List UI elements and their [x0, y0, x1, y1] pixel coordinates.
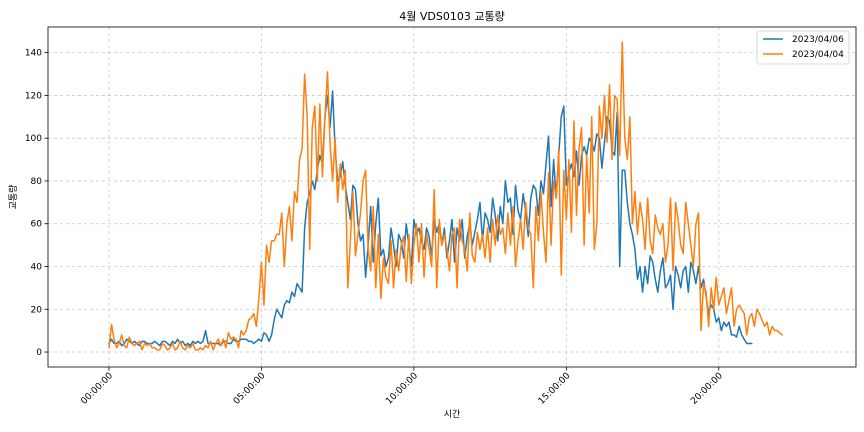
- y-axis-label: 교통량: [7, 185, 19, 210]
- series-lines: [108, 41, 784, 351]
- legend: 2023/04/06 2023/04/04: [756, 30, 850, 65]
- legend-label-2023-04-04: 2023/04/04: [792, 50, 844, 60]
- y-tick-label: 100: [25, 134, 42, 144]
- y-tick-label: 140: [25, 49, 42, 59]
- y-tick-label: 60: [31, 220, 43, 230]
- chart-title: 4월 VDS0103 교통량: [399, 10, 504, 23]
- y-tick-label: 40: [31, 262, 43, 272]
- y-tick-label: 0: [36, 348, 42, 358]
- y-tick-label: 80: [31, 177, 43, 187]
- plot-frame: [47, 26, 857, 368]
- y-tick-label: 20: [31, 305, 43, 315]
- x-axis-label: 시간: [444, 409, 461, 420]
- legend-label-2023-04-06: 2023/04/06: [792, 35, 844, 45]
- grid: [48, 27, 856, 367]
- y-tick-label: 120: [25, 91, 42, 101]
- series-line-2023-04-04: [108, 41, 784, 351]
